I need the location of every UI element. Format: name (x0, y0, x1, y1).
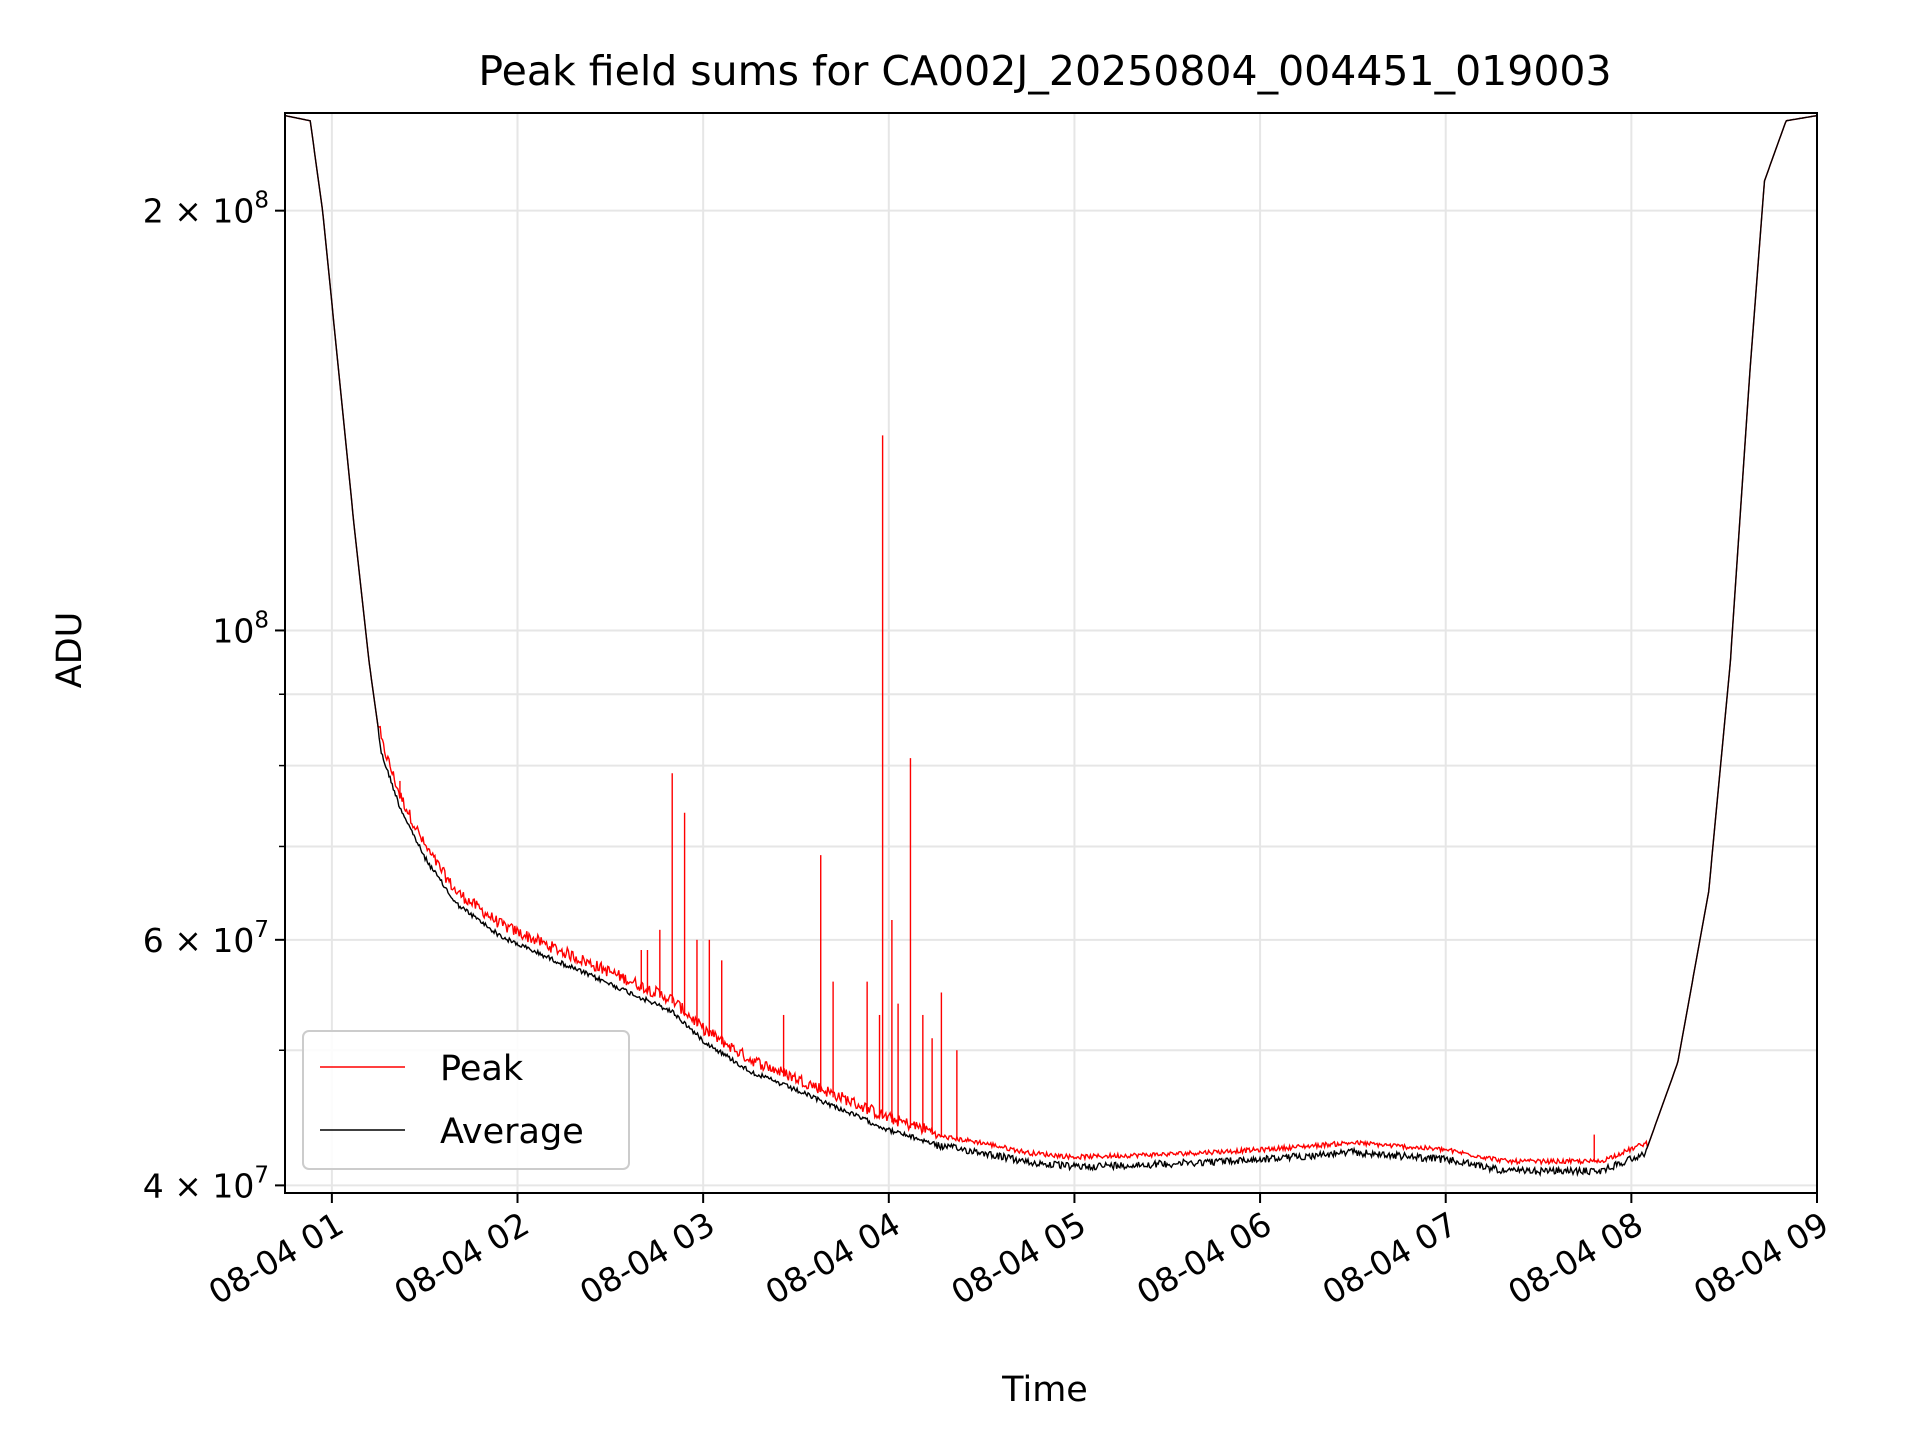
legend-label-average: Average (440, 1112, 584, 1152)
y-tick-label: 4 × 107 (143, 1162, 269, 1205)
y-tick-label-base: 10 (212, 611, 254, 650)
y-tick-label-base: 6 × 10 (143, 921, 255, 960)
legend: Peak Average (302, 1030, 630, 1170)
series-layer (284, 114, 1818, 1178)
plot-area-frame (284, 112, 1818, 1194)
y-tick-label-exponent: 7 (254, 1162, 269, 1188)
y-tick-label-exponent: 8 (254, 188, 269, 214)
series-line-average (284, 114, 1818, 1178)
y-tick-label: 2 × 108 (143, 188, 269, 231)
y-tick-label: 6 × 107 (143, 917, 269, 960)
series-line-peak (284, 114, 1818, 1166)
legend-label-peak: Peak (440, 1049, 524, 1089)
y-tick-label-base: 2 × 10 (143, 192, 255, 231)
y-tick-label: 108 (212, 607, 269, 650)
x-axis-label: Time (1001, 1370, 1088, 1410)
y-tick-label-base: 4 × 10 (143, 1166, 255, 1205)
y-tick-label-exponent: 8 (254, 607, 269, 633)
legend-box (302, 1030, 630, 1170)
chart-title: Peak field sums for CA002J_20250804_0044… (478, 47, 1611, 95)
y-axis-label: ADU (50, 612, 90, 689)
y-tick-label-exponent: 7 (254, 917, 269, 943)
